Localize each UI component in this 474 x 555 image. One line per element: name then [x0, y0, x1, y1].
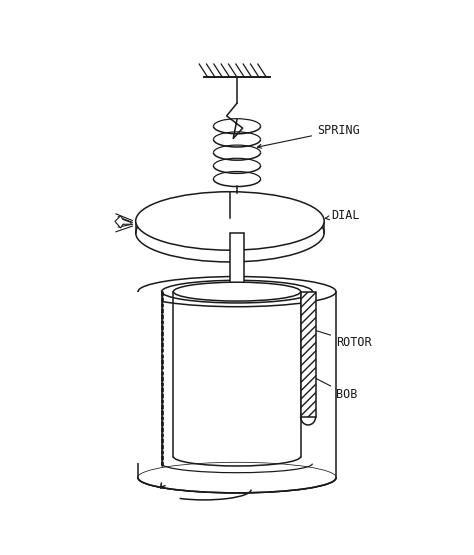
Ellipse shape [136, 204, 324, 262]
Text: SPRING: SPRING [257, 124, 360, 148]
Text: DIAL: DIAL [325, 209, 360, 221]
Text: ROTOR: ROTOR [304, 326, 372, 349]
Ellipse shape [136, 191, 324, 250]
Ellipse shape [138, 463, 336, 493]
Ellipse shape [138, 276, 336, 307]
Ellipse shape [173, 282, 301, 301]
Bar [230, 233, 244, 294]
Bar [136, 291, 162, 463]
Text: BOB: BOB [309, 375, 357, 401]
Bar [301, 291, 316, 416]
Ellipse shape [138, 463, 336, 493]
Ellipse shape [162, 280, 312, 303]
Polygon shape [115, 216, 131, 228]
